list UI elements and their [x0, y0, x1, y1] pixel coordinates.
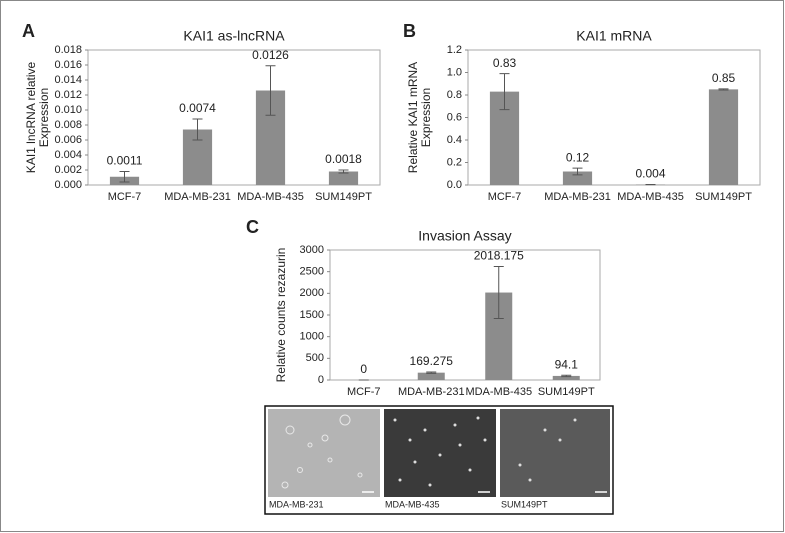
- micrograph: [268, 409, 380, 497]
- x-tick-label: SUM149PT: [315, 191, 372, 203]
- y-tick-label: 0.0: [447, 179, 462, 191]
- y-tick-label: 0.018: [54, 44, 82, 56]
- bar: [562, 171, 593, 185]
- panel-label: C: [246, 217, 259, 237]
- chart-title: KAI1 mRNA: [576, 28, 652, 44]
- y-axis-label: Expression: [37, 88, 51, 147]
- error-bar: [561, 374, 572, 378]
- image-label: MDA-MB-435: [385, 499, 440, 509]
- y-tick-label: 1500: [300, 309, 324, 321]
- y-tick-label: 2000: [300, 287, 324, 299]
- error-bar: [338, 169, 349, 174]
- micrograph: [500, 409, 610, 497]
- bar: [708, 89, 739, 185]
- y-tick-label: 0.6: [447, 111, 462, 123]
- data-label: 0.0126: [252, 48, 289, 62]
- data-label: 94.1: [555, 357, 579, 371]
- y-tick-label: 0: [318, 374, 324, 386]
- data-label: 2018.175: [474, 249, 524, 263]
- y-axis-label: KAI1 lncRNA relative: [24, 61, 38, 173]
- y-tick-label: 0.016: [54, 59, 82, 71]
- plot-area: [87, 49, 381, 186]
- x-tick-label: MDA-MB-231: [398, 386, 465, 398]
- y-axis-label: Expression: [419, 88, 433, 147]
- y-tick-label: 2500: [300, 266, 324, 278]
- x-tick-label: SUM149PT: [538, 386, 595, 398]
- y-tick-label: 0.8: [447, 89, 462, 101]
- y-tick-label: 0.000: [54, 179, 82, 191]
- y-tick-label: 0.014: [54, 74, 82, 86]
- chart-title: Invasion Assay: [418, 228, 511, 244]
- y-tick-label: 0.008: [54, 119, 82, 131]
- data-label: 0.0018: [325, 152, 362, 166]
- data-label: 0: [360, 362, 367, 376]
- bar: [552, 375, 580, 380]
- data-label: 169.275: [410, 354, 454, 368]
- image-label: MDA-MB-231: [269, 499, 324, 509]
- error-bar: [499, 73, 510, 111]
- panel-label: B: [403, 21, 416, 41]
- y-tick-label: 0.012: [54, 89, 82, 101]
- bar: [417, 372, 445, 380]
- x-tick-label: SUM149PT: [695, 191, 752, 203]
- x-tick-label: MCF-7: [108, 191, 142, 203]
- image-label: SUM149PT: [501, 499, 548, 509]
- chart-title: KAI1 as-lncRNA: [183, 28, 285, 44]
- data-label: 0.0011: [107, 154, 143, 168]
- x-tick-label: MDA-MB-231: [164, 191, 231, 203]
- y-tick-label: 0.006: [54, 134, 82, 146]
- x-tick-label: MCF-7: [488, 191, 522, 203]
- error-bar: [493, 266, 504, 320]
- image-panel: MDA-MB-231 MDA-MB-435 SUM149PT: [264, 405, 614, 515]
- bar: [328, 171, 359, 185]
- y-tick-label: 0.002: [54, 164, 82, 176]
- error-bar: [718, 88, 729, 91]
- y-tick-label: 0.2: [447, 156, 462, 168]
- data-label: 0.0074: [179, 101, 216, 115]
- x-tick-label: MDA-MB-435: [465, 386, 532, 398]
- x-tick-label: MCF-7: [347, 386, 381, 398]
- cells: [281, 414, 363, 489]
- micrograph: [384, 409, 496, 497]
- cells: [393, 416, 577, 487]
- y-axis-label: Relative KAI1 mRNA: [406, 62, 420, 173]
- error-bar: [192, 118, 203, 141]
- data-label: 0.85: [712, 71, 736, 85]
- x-tick-label: MDA-MB-435: [237, 191, 304, 203]
- data-label: 0.83: [493, 56, 517, 70]
- data-label: 0.12: [566, 150, 590, 164]
- error-bar: [119, 171, 130, 183]
- y-tick-label: 0.010: [54, 104, 82, 116]
- error-bar: [572, 167, 583, 176]
- y-tick-label: 0.4: [447, 134, 462, 146]
- data-label: 0.004: [635, 167, 665, 181]
- y-tick-label: 3000: [300, 244, 324, 256]
- x-tick-label: MDA-MB-435: [617, 191, 684, 203]
- y-axis-label: Relative counts rezazurin: [274, 248, 288, 383]
- y-tick-label: 1000: [300, 331, 324, 343]
- error-bar: [426, 371, 437, 374]
- y-tick-label: 500: [306, 352, 324, 364]
- error-bar: [265, 65, 276, 116]
- panel-label: A: [22, 21, 35, 41]
- y-tick-label: 1.2: [447, 44, 462, 56]
- y-tick-label: 0.004: [54, 149, 82, 161]
- y-tick-label: 1.0: [447, 66, 462, 78]
- x-tick-label: MDA-MB-231: [544, 191, 611, 203]
